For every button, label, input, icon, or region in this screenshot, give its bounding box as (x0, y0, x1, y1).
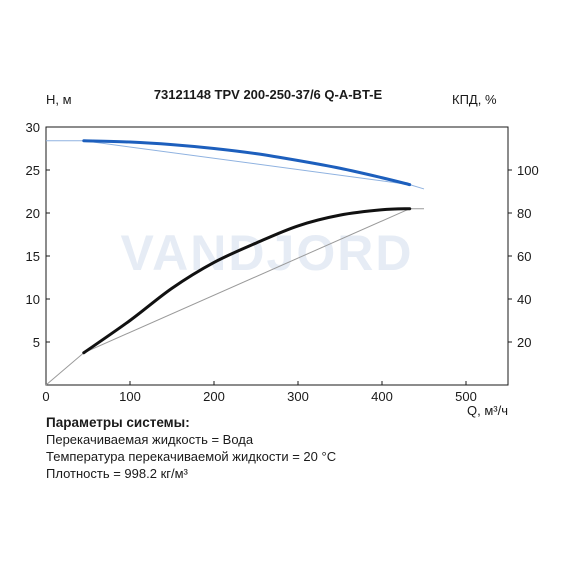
y-left-tick-label: 30 (26, 120, 40, 135)
series-efficiency-extrapolation (45, 208, 424, 386)
y-right-tick-label: 60 (517, 249, 531, 264)
y-left-tick-label: 10 (26, 292, 40, 307)
y-right-tick-label: 20 (517, 335, 531, 350)
x-tick-label: 500 (455, 389, 477, 404)
y-right-tick-label: 80 (517, 206, 531, 221)
watermark-logo: VANDJORD (121, 225, 414, 281)
y-right-tick-label: 40 (517, 292, 531, 307)
param-fluid: Перекачиваемая жидкость = Вода (46, 432, 254, 447)
x-tick-label: 100 (119, 389, 141, 404)
x-tick-label: 300 (287, 389, 309, 404)
system-parameters: Параметры системы: Перекачиваемая жидкос… (46, 414, 336, 482)
x-axis-label: Q, м³/ч (467, 403, 508, 418)
param-temperature: Температура перекачиваемой жидкости = 20… (46, 449, 337, 464)
axes: 0 100 200 300 400 500 5 10 15 20 25 30 20 40 60 80 100 (26, 120, 539, 404)
chart-title: 73121148 TPV 200-250-37/6 Q-A-BT-E (154, 87, 383, 102)
head-curve (82, 139, 412, 187)
param-density: Плотность = 998.2 кг/м³ (46, 466, 188, 481)
y-left-tick-label: 15 (26, 249, 40, 264)
y-axis-right-label: КПД, % (452, 92, 497, 107)
y-left-tick-label: 20 (26, 206, 40, 221)
x-tick-label: 200 (203, 389, 225, 404)
y-axis-left-label: H, м (46, 92, 72, 107)
y-left-tick-label: 25 (26, 163, 40, 178)
series-head-extrapolation (46, 140, 425, 190)
y-left-tick-label: 5 (33, 335, 40, 350)
efficiency-curve (82, 207, 412, 355)
series-layer (45, 139, 425, 386)
x-tick-label: 400 (371, 389, 393, 404)
params-heading: Параметры системы: (46, 415, 190, 430)
x-tick-label: 0 (42, 389, 49, 404)
y-right-tick-label: 100 (517, 163, 539, 178)
